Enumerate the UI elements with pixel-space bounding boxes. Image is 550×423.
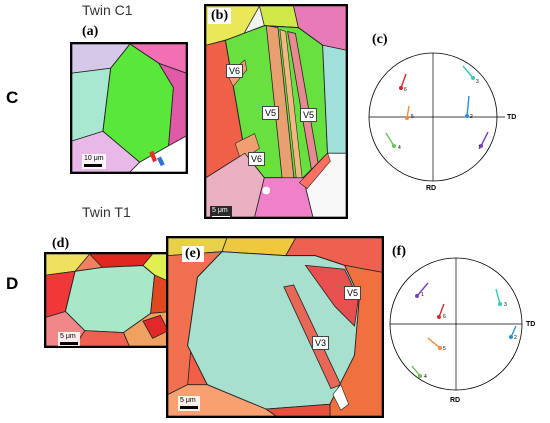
scale-bar-line-d [60,342,78,345]
panel-label-a: (a) [82,24,99,39]
grain-map-e [168,238,382,416]
scale-bar-label-b: 5 μm [212,207,228,214]
pole-label-f-5: 5 [443,346,446,352]
pole-marker-f-2 [509,325,517,339]
pole-marker-5 [405,105,410,120]
pole-marker-2 [465,95,470,118]
pole-label-c-2: 2 [470,114,473,120]
axis-label-rd-c: RD [426,185,436,190]
scale-bar-line-a [84,164,102,167]
panel-label-d: (d) [52,236,70,251]
variant-label-b-v6-bottom: V6 [248,152,266,166]
variant-label-b-v6-top: V6 [226,64,244,78]
pole-label-f-2: 2 [514,335,517,341]
pole-label-f-3: 3 [504,302,507,308]
scale-bar-d: 5 μm [58,332,80,346]
pole-label-f-6: 6 [443,314,446,320]
pole-marker-4 [385,132,396,148]
axis-label-td-f: TD [526,321,535,328]
scale-bar-label-d: 5 μm [60,333,76,340]
pole-label-c-5: 5 [411,114,414,120]
scale-bar-label-e: 5 μm [180,397,196,404]
panel-label-e: (e) [182,246,204,262]
grain-map-a [72,44,186,172]
pole-marker-f-4 [411,365,422,378]
ebsd-map-d: 5 μm [44,252,174,348]
pole-marker-3 [462,65,475,80]
grain-map-d [46,254,172,346]
pole-marker-f-5 [427,337,442,350]
scale-bar-b: 5 μm [210,206,232,217]
scale-bar-a: 10 μm [82,154,106,169]
pole-label-c-6: 6 [404,87,407,93]
twin-title-c1: Twin C1 [82,2,133,18]
axis-label-td-c: TD [507,114,516,121]
pole-figure-c: 6 5 2 3 4 1 TD RD [368,52,516,190]
variant-label-e-v5: V5 [344,286,362,300]
pole-marker-f-1 [415,282,429,298]
ebsd-map-a: 10 μm [70,42,188,174]
panel-label-c: (c) [372,32,388,47]
ebsd-map-b: V6 V5 V5 V6 5 μm [204,4,348,219]
scale-bar-e: 5 μm [178,396,200,411]
pole-label-c-3: 3 [476,79,479,85]
scale-bar-line-e [180,406,198,409]
variant-label-b-v5-right: V5 [300,108,318,122]
row-letter-c: C [6,88,19,107]
variant-label-e-v3: V3 [312,336,330,350]
pole-label-c-1: 1 [478,145,481,151]
pole-label-f-4: 4 [424,374,427,380]
axis-label-rd-f: RD [450,397,461,404]
variant-label-b-v5-left: V5 [262,106,280,120]
scale-bar-label-a: 10 μm [84,155,104,162]
panel-label-b: (b) [208,8,232,24]
panel-label-f: (f) [392,244,406,259]
twin-title-t1: Twin T1 [82,204,131,220]
pole-marker-f-6 [437,303,445,319]
pole-marker-1 [479,131,489,148]
row-letter-d: D [6,274,19,293]
scale-bar-line-b [212,216,230,217]
ebsd-map-e: V5 V3 5 μm [166,236,384,418]
pole-marker-6 [399,73,407,90]
pole-label-f-1: 1 [421,292,424,298]
pole-label-c-4: 4 [398,145,401,151]
pole-marker-f-3 [495,288,502,306]
pole-figure-f: 1 6 3 2 5 4 TD [389,257,535,391]
